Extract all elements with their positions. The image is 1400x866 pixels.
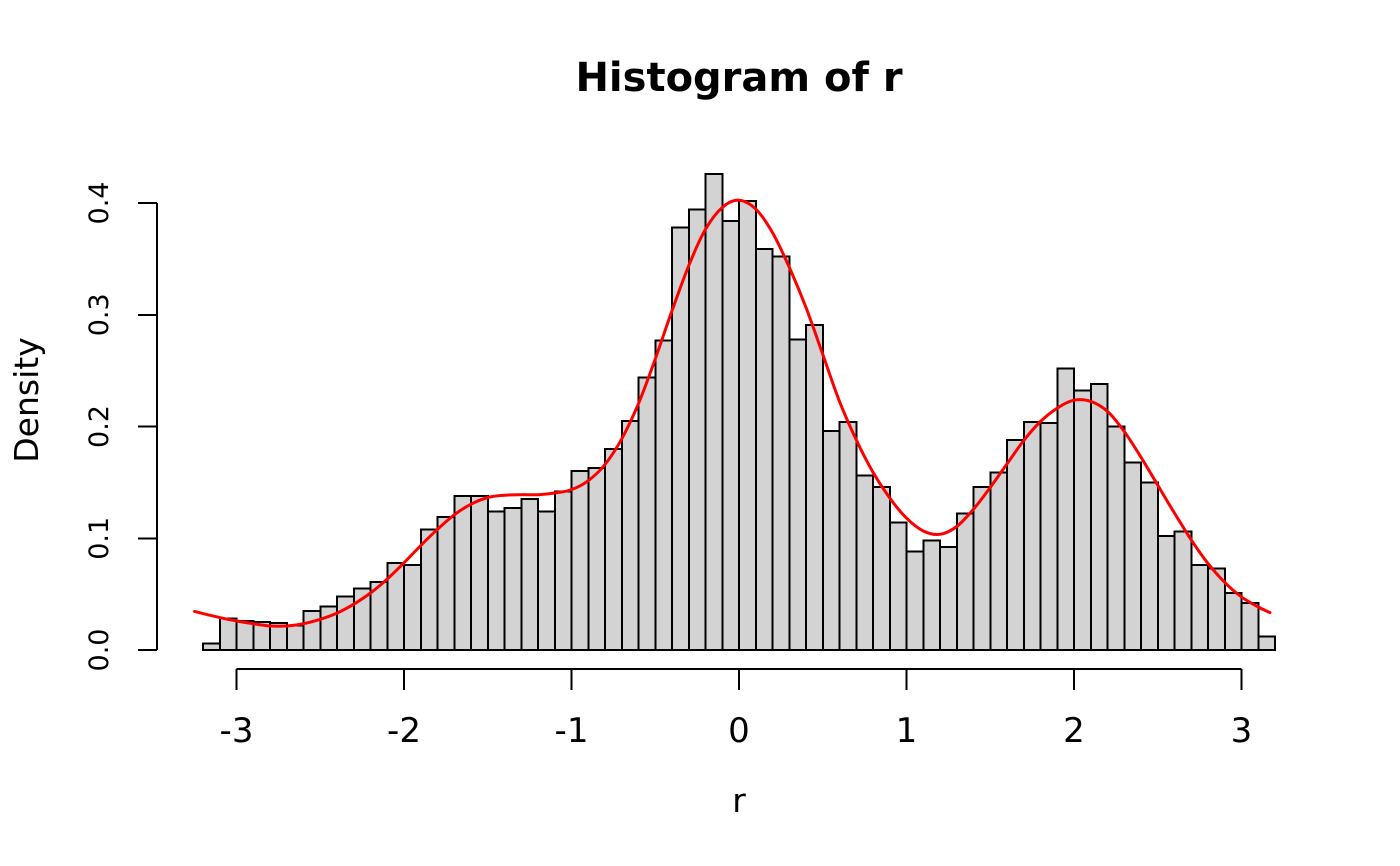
histogram-bar [419,528,439,651]
histogram-bar [1039,422,1059,651]
histogram-bar [972,485,992,651]
histogram-bar [537,510,556,651]
histogram-bar [1223,592,1243,652]
y-axis-tick-label: 0.2 [84,405,115,448]
histogram-bar [453,494,472,651]
histogram-bar [637,376,657,651]
histogram-bar [687,208,707,651]
x-axis-tick-label: -2 [387,711,421,751]
x-axis-tick-label: 3 [1231,711,1253,751]
y-axis-title: Density [7,337,46,462]
histogram-bar [218,617,238,652]
histogram-bar [1240,602,1260,652]
histogram-bar [905,550,925,651]
histogram-bar [1022,421,1042,651]
histogram-bar [738,199,757,651]
x-axis-title: r [732,781,746,820]
histogram-bar [1156,535,1176,652]
x-axis-tick-label: 2 [1063,711,1085,751]
histogram-bar [1006,438,1025,651]
density-curve [193,198,1272,628]
histogram-bar [821,429,841,651]
y-axis-tick-label: 0.3 [84,293,115,336]
histogram-bar [989,471,1008,651]
histogram-bar [838,421,858,651]
histogram-bar [888,521,908,651]
histogram-bar [704,172,724,651]
histogram-bar [955,512,975,651]
histogram-bar [922,539,941,651]
histogram-bar [805,323,824,651]
histogram-bar [771,255,791,651]
histogram-bar [721,219,740,651]
histogram-bar [604,447,623,651]
histogram-bar [1123,461,1142,652]
histogram-bar [285,624,305,651]
histogram-bar [302,609,322,652]
histogram-bar [202,642,221,651]
histogram-bar [788,338,807,651]
histogram-bar [1190,564,1209,652]
histogram-bar [470,494,489,651]
y-axis-tick-label: 0.1 [84,517,115,560]
histogram-bar [520,498,539,652]
x-axis-tick-label: -1 [555,711,589,751]
histogram-bar [855,474,874,652]
histogram-bar [1106,425,1126,651]
histogram-bar [553,490,573,651]
histogram-bar [486,510,506,651]
x-axis-tick-label: -3 [220,711,254,751]
histogram-bar [1089,383,1109,651]
y-axis-tick-label: 0.4 [84,182,115,225]
histogram-bar [620,419,640,651]
histogram-bar [503,507,523,651]
histogram-bar [403,564,422,652]
y-axis-tick-label: 0.0 [84,629,115,672]
histogram-bar [570,470,590,652]
histogram-bar [654,339,673,651]
histogram-bar [872,485,891,651]
histogram-bar [754,247,774,651]
histogram-bar [1257,635,1276,652]
histogram-bar [1173,530,1193,651]
histogram-bar [1073,389,1092,651]
histogram-bar [587,466,606,651]
histogram-bar [1056,367,1075,651]
histogram-bar [1140,481,1159,652]
histogram-bar [436,516,456,652]
plot-title: Histogram of r [575,55,902,101]
x-axis-tick-label: 1 [896,711,918,751]
histogram-bar [939,546,958,651]
chart-layer: -3 -2 -1 0 1 2 3 0.0 0.1 0.2 0.3 0.4 [84,172,1276,751]
histogram-bar [235,619,255,652]
x-axis-tick-label: 0 [728,711,750,751]
